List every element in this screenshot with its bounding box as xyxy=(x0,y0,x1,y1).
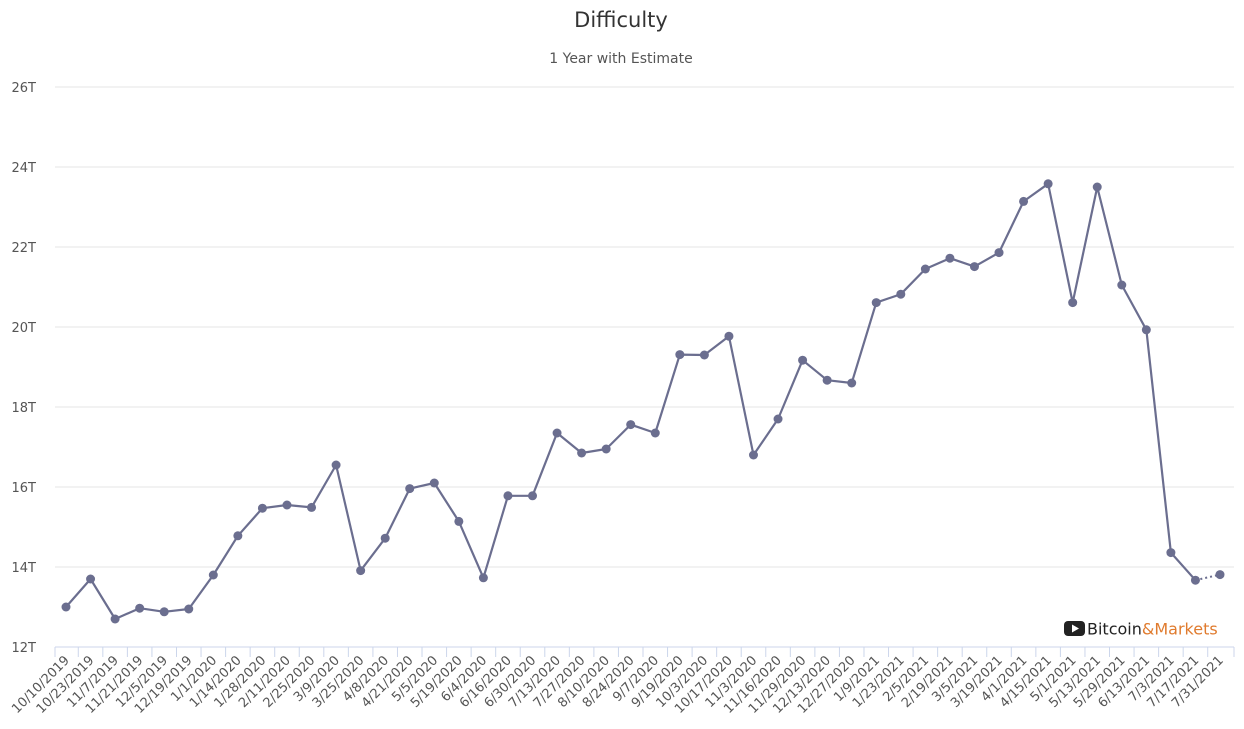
data-point[interactable] xyxy=(650,428,660,438)
data-point[interactable] xyxy=(896,289,906,299)
data-point[interactable] xyxy=(478,573,488,583)
svg-text:Bitcoin&Markets: Bitcoin&Markets xyxy=(1087,620,1218,639)
data-point[interactable] xyxy=(159,607,169,617)
data-point[interactable] xyxy=(257,503,267,513)
data-point[interactable] xyxy=(920,264,930,274)
data-point[interactable] xyxy=(454,516,464,526)
y-axis: 12T 14T 16T 18T 20T 22T 24T 26T xyxy=(12,81,37,656)
data-point[interactable] xyxy=(429,478,439,488)
data-point[interactable] xyxy=(282,500,292,510)
data-point[interactable] xyxy=(699,350,709,360)
data-point[interactable] xyxy=(822,375,832,385)
data-point[interactable] xyxy=(1190,575,1200,585)
y-tick-label: 22T xyxy=(12,241,37,256)
data-point[interactable] xyxy=(1215,570,1225,580)
data-point[interactable] xyxy=(798,355,808,365)
data-point[interactable] xyxy=(503,491,513,501)
data-point[interactable] xyxy=(871,298,881,308)
data-point[interactable] xyxy=(847,378,857,388)
y-tick-label: 24T xyxy=(12,161,37,176)
data-point[interactable] xyxy=(233,531,243,541)
data-point[interactable] xyxy=(307,502,317,512)
data-point[interactable] xyxy=(86,574,96,584)
data-point[interactable] xyxy=(626,420,636,430)
data-point[interactable] xyxy=(380,533,390,543)
chart-title: Difficulty xyxy=(574,8,668,32)
data-point[interactable] xyxy=(1117,280,1127,290)
data-point[interactable] xyxy=(1092,182,1102,192)
data-point[interactable] xyxy=(1141,325,1151,335)
data-point[interactable] xyxy=(945,253,955,263)
watermark-brand-first: Bitcoin xyxy=(1087,620,1142,639)
data-point[interactable] xyxy=(552,428,562,438)
chart-subtitle: 1 Year with Estimate xyxy=(549,51,692,67)
x-axis: 10/10/201910/23/201911/7/201911/21/20191… xyxy=(9,646,1235,717)
data-point[interactable] xyxy=(577,448,587,458)
data-point[interactable] xyxy=(1019,196,1029,206)
data-point[interactable] xyxy=(969,262,979,272)
data-point[interactable] xyxy=(1166,548,1176,558)
y-tick-label: 12T xyxy=(12,641,37,656)
y-tick-label: 18T xyxy=(12,401,37,416)
data-point[interactable] xyxy=(405,484,415,494)
data-point[interactable] xyxy=(1043,179,1053,189)
data-point[interactable] xyxy=(135,603,145,613)
data-point[interactable] xyxy=(748,450,758,460)
y-tick-label: 26T xyxy=(12,81,37,96)
y-tick-label: 20T xyxy=(12,321,37,336)
data-point[interactable] xyxy=(61,602,71,612)
series-line xyxy=(65,182,1197,621)
data-point[interactable] xyxy=(528,491,538,501)
y-tick-label: 16T xyxy=(12,481,37,496)
data-point[interactable] xyxy=(773,414,783,424)
data-point[interactable] xyxy=(994,248,1004,258)
data-point[interactable] xyxy=(1068,298,1078,308)
data-point[interactable] xyxy=(356,566,366,576)
data-point[interactable] xyxy=(724,331,734,341)
gridlines xyxy=(55,86,1234,568)
plot-area xyxy=(61,179,1225,624)
data-point[interactable] xyxy=(601,444,611,454)
data-point[interactable] xyxy=(110,614,120,624)
youtube-play-icon xyxy=(1064,621,1085,636)
watermark-brand-second: &Markets xyxy=(1142,620,1218,639)
watermark: Bitcoin&Markets xyxy=(1064,620,1218,639)
data-point[interactable] xyxy=(675,350,685,360)
data-point[interactable] xyxy=(208,570,218,580)
data-point[interactable] xyxy=(331,460,341,470)
y-tick-label: 14T xyxy=(12,561,37,576)
data-point[interactable] xyxy=(184,604,194,614)
